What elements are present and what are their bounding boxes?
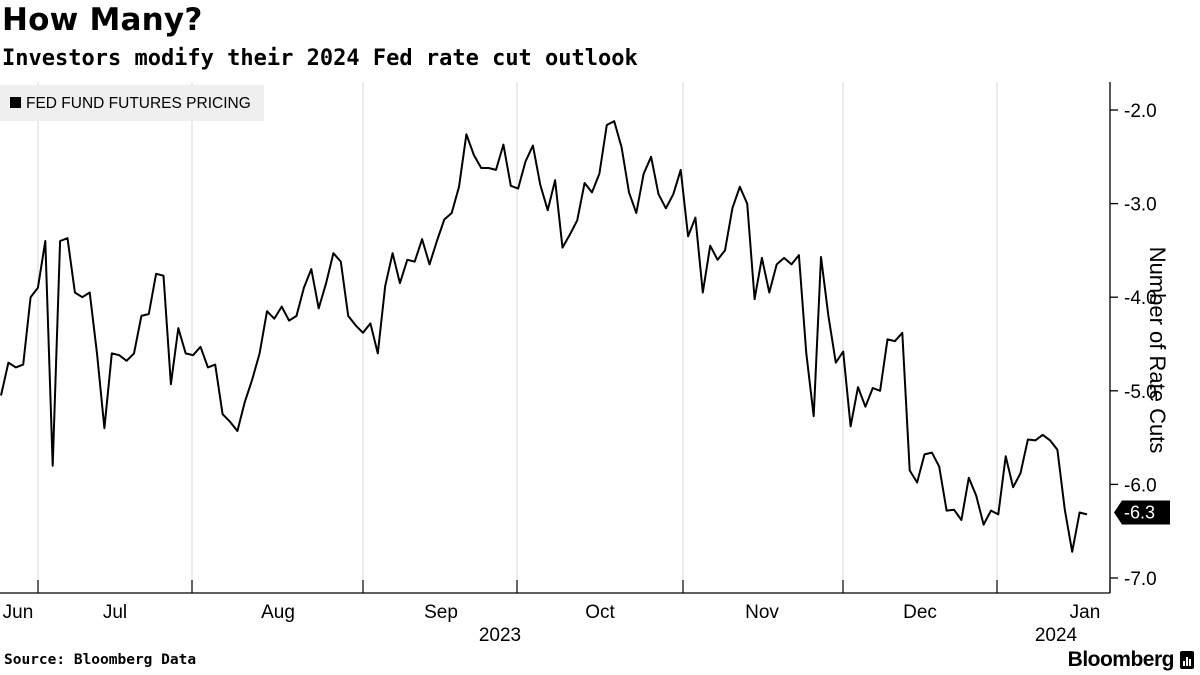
y-tick-label-4: -6.0	[1124, 475, 1157, 496]
callout-box	[1114, 500, 1170, 525]
chart-subtitle: Investors modify their 2024 Fed rate cut…	[2, 46, 638, 71]
legend-swatch	[10, 97, 21, 108]
series-layer	[0, 120, 1088, 553]
legend-background	[0, 85, 264, 121]
y-axis-label: Number of Rate Cuts	[1145, 247, 1170, 454]
brand-chart-icon	[1180, 651, 1194, 669]
x-year-label-2024: 2024	[1035, 625, 1078, 646]
x-year-label-2023: 2023	[479, 625, 521, 646]
last-value-callout: -6.3	[1114, 500, 1170, 525]
series-line-fed-fund-futures	[0, 120, 1088, 553]
callout-value: -6.3	[1124, 502, 1155, 522]
x-tick-label-aug: Aug	[261, 602, 295, 623]
x-tick-label-jun: Jun	[3, 602, 34, 623]
x-tick-label-jul: Jul	[103, 602, 127, 623]
x-tick-label-oct: Oct	[585, 602, 615, 623]
y-tick-label-3: -5.0	[1124, 382, 1157, 403]
axes: -2.0 -3.0 -4.0 -5.0 -6.0 -7.0 Jun Jul Aug Sep Oct N…	[0, 82, 1157, 646]
y-tick-label-5: -7.0	[1124, 569, 1157, 590]
y-tick-label-0: -2.0	[1124, 101, 1157, 122]
bloomberg-logo: Bloomberg	[1068, 648, 1194, 672]
gridlines	[37, 82, 998, 580]
legend-label: FED FUND FUTURES PRICING	[26, 95, 251, 112]
source-note: Source: Bloomberg Data	[4, 652, 197, 668]
x-tick-label-sep: Sep	[424, 602, 458, 623]
chart-title: How Many?	[2, 2, 203, 38]
legend: FED FUND FUTURES PRICING	[0, 85, 264, 121]
y-tick-label-1: -3.0	[1124, 195, 1157, 216]
x-tick-label-dec: Dec	[903, 602, 937, 623]
brand-wordmark: Bloomberg	[1067, 648, 1175, 671]
x-tick-label-jan: Jan	[1070, 602, 1101, 623]
y-tick-label-2: -4.0	[1124, 288, 1157, 309]
x-tick-label-nov: Nov	[745, 602, 779, 623]
